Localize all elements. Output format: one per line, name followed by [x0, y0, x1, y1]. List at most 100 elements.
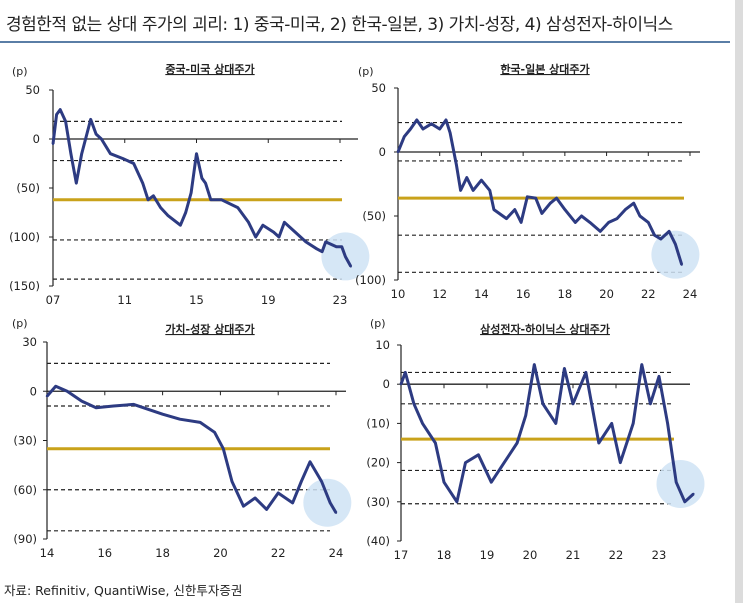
data-point	[58, 108, 62, 111]
data-point	[55, 113, 58, 116]
data-point	[222, 447, 225, 450]
data-point	[563, 208, 567, 211]
x-tick-label: 18	[437, 548, 452, 562]
y-tick-label: 30	[22, 335, 37, 349]
data-point	[109, 152, 112, 155]
data-point	[549, 202, 552, 205]
x-tick-label: 24	[683, 287, 698, 301]
x-tick-label: 24	[329, 546, 344, 560]
data-point	[675, 481, 678, 484]
data-point	[421, 422, 424, 425]
data-point	[121, 157, 125, 160]
data-point	[667, 230, 671, 233]
x-tick-label: 21	[566, 548, 581, 562]
data-point	[515, 441, 519, 445]
x-tick-label: 18	[155, 546, 170, 560]
data-point	[396, 150, 400, 154]
y-unit-label: (p)	[370, 317, 386, 330]
x-tick-label: 14	[474, 287, 489, 301]
data-point	[438, 127, 441, 131]
data-point	[220, 198, 223, 201]
series-line	[399, 363, 695, 504]
data-point	[178, 417, 182, 421]
data-point	[666, 422, 669, 425]
data-point	[505, 217, 508, 220]
data-point	[540, 212, 544, 215]
data-point	[403, 135, 406, 138]
x-tick-label: 07	[46, 293, 61, 307]
data-point	[465, 176, 469, 179]
data-point	[399, 383, 403, 386]
data-point	[555, 196, 558, 200]
data-point	[632, 422, 635, 425]
data-point	[444, 118, 448, 122]
title-underline	[0, 41, 730, 43]
data-point	[492, 208, 496, 211]
data-point	[471, 189, 475, 192]
data-point	[412, 402, 416, 405]
y-unit-label: (p)	[12, 317, 28, 330]
data-point	[563, 367, 566, 370]
data-point	[599, 230, 602, 233]
chart-panel-3: 가치-성장 상대주가 (p) 30 0 (30) (60) (90)14 16 18 20 22 24	[12, 317, 352, 560]
data-point	[524, 414, 527, 417]
chart-panel-4: 삼성전자-하이닉스 상대주가 (p) 10 0 (10) (20) (30) (40) 17 18…	[366, 317, 705, 562]
data-point	[674, 242, 677, 246]
data-point	[195, 152, 198, 155]
y-tick-label: (100)	[9, 230, 40, 244]
x-tick-label: 14	[40, 546, 55, 560]
data-point	[242, 504, 245, 508]
data-point	[320, 250, 324, 253]
x-tick-label: 20	[213, 546, 228, 560]
data-point	[448, 131, 452, 134]
data-point	[404, 371, 407, 374]
x-tick-label: 10	[391, 287, 406, 301]
y-unit-label: (p)	[358, 65, 374, 78]
data-point	[683, 500, 686, 503]
y-tick-label: (50)	[16, 181, 40, 195]
y-tick-label: (20)	[366, 456, 390, 470]
data-point	[80, 399, 83, 403]
data-point	[490, 481, 493, 484]
data-point	[649, 402, 652, 405]
data-point	[513, 208, 516, 211]
x-tick-label: 17	[394, 548, 409, 562]
data-point	[488, 189, 491, 192]
chart-title: 한국-일본 상대주가	[500, 62, 589, 76]
y-tick-label: (150)	[9, 279, 40, 293]
data-point	[100, 137, 103, 141]
x-tick-label: 22	[271, 546, 286, 560]
data-point	[69, 152, 73, 155]
x-tick-label: 22	[641, 287, 656, 301]
data-point	[653, 234, 656, 237]
data-point	[184, 211, 187, 214]
data-point	[597, 441, 600, 445]
data-point	[632, 202, 635, 205]
data-point	[320, 480, 323, 483]
data-point	[584, 371, 588, 374]
y-tick-label: 0	[383, 377, 390, 391]
y-tick-label: 0	[30, 384, 37, 398]
data-point	[179, 224, 182, 227]
data-point	[580, 214, 583, 218]
data-point	[132, 162, 135, 165]
data-point	[308, 460, 312, 464]
data-point	[293, 230, 297, 234]
data-point	[624, 208, 627, 211]
chart-title: 삼성전자-하이닉스 상대주가	[480, 322, 610, 336]
y-tick-label: (60)	[13, 483, 37, 497]
data-point	[161, 413, 164, 416]
data-point	[132, 403, 135, 406]
figure-title: 경험한적 없는 상대 주가의 괴리: 1) 중국-미국, 2) 한국-일본, 3…	[6, 15, 673, 35]
x-tick-label: 23	[333, 293, 348, 307]
x-tick-label: 11	[117, 293, 132, 307]
data-point	[141, 181, 144, 185]
data-point	[66, 390, 69, 393]
data-point	[526, 195, 529, 198]
y-tick-label: (30)	[13, 434, 37, 448]
y-unit-label: (p)	[12, 65, 28, 78]
data-point	[200, 177, 204, 180]
data-point	[340, 245, 343, 248]
y-tick-label: (90)	[13, 532, 37, 546]
